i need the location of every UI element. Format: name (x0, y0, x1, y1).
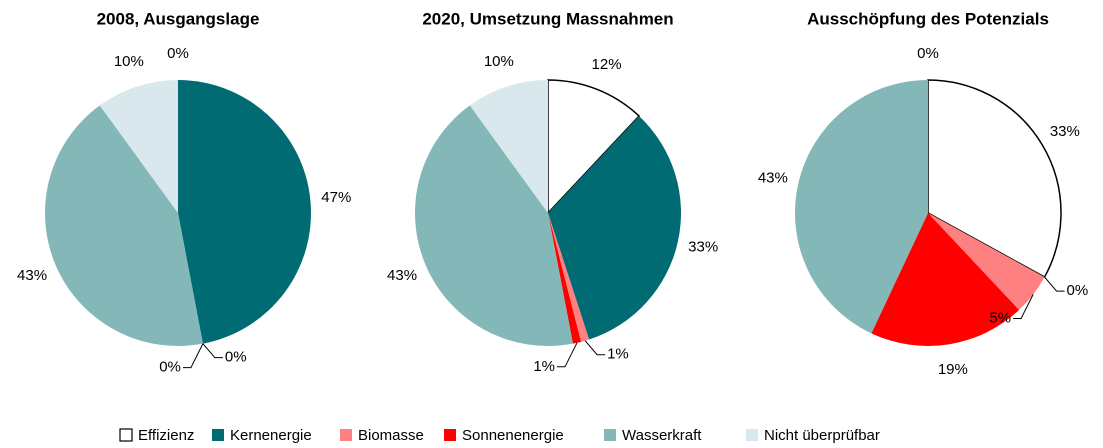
legend-label: Effizienz (138, 427, 194, 444)
data-label: 19% (938, 361, 968, 378)
pie-slice (415, 105, 573, 346)
data-label: 1% (533, 358, 555, 375)
data-label: 0% (917, 45, 939, 62)
data-label: 33% (1050, 123, 1080, 140)
data-label: 5% (989, 309, 1011, 326)
pie-slice (99, 80, 178, 213)
leader-line (557, 342, 578, 368)
legend-label: Biomasse (358, 427, 424, 444)
leader-line (202, 343, 223, 359)
chart-title: 2020, Umsetzung Massnahmen (422, 9, 673, 28)
pie-slice (547, 79, 641, 215)
legend-label: Nicht überprüfbar (764, 427, 880, 444)
data-label: 1% (607, 346, 629, 363)
data-label: 43% (387, 267, 417, 284)
legend-swatch (212, 429, 224, 441)
data-label: 33% (688, 239, 718, 256)
chart-title: 2008, Ausgangslage (97, 9, 260, 28)
data-label: 0% (1067, 282, 1089, 299)
data-label: 10% (114, 53, 144, 70)
legend-swatch (444, 429, 456, 441)
data-label: 43% (17, 267, 47, 284)
leader-line (182, 343, 204, 369)
pie-slice (178, 80, 311, 344)
legend-swatch (340, 429, 352, 441)
data-label: 47% (321, 189, 351, 206)
pie-slice (928, 213, 1045, 310)
pie-slice (548, 213, 582, 344)
pie-slice (45, 105, 203, 347)
pie-slice (548, 213, 590, 342)
legend-label: Wasserkraft (622, 427, 702, 444)
legend-label: Kernenergie (230, 427, 312, 444)
leader-line (1013, 294, 1034, 320)
data-label: 12% (592, 56, 622, 73)
data-label: 10% (484, 53, 514, 70)
legend-swatch (119, 428, 133, 442)
pie-slice (871, 213, 1020, 347)
chart-title: Ausschöpfung des Potenzials (807, 9, 1049, 28)
pie-slice (548, 116, 681, 340)
leader-line (584, 340, 606, 356)
pie-slice (927, 79, 1062, 279)
legend-label: Sonnenenergie (462, 427, 564, 444)
data-label: 0% (159, 359, 181, 376)
data-label: 0% (167, 45, 189, 62)
legend-swatch (604, 429, 616, 441)
pie-slice (469, 80, 548, 213)
data-label: 43% (758, 169, 788, 186)
legend-swatch (746, 429, 758, 441)
data-label: 0% (225, 349, 247, 366)
leader-line (1044, 276, 1065, 292)
pie-slice (794, 80, 928, 334)
